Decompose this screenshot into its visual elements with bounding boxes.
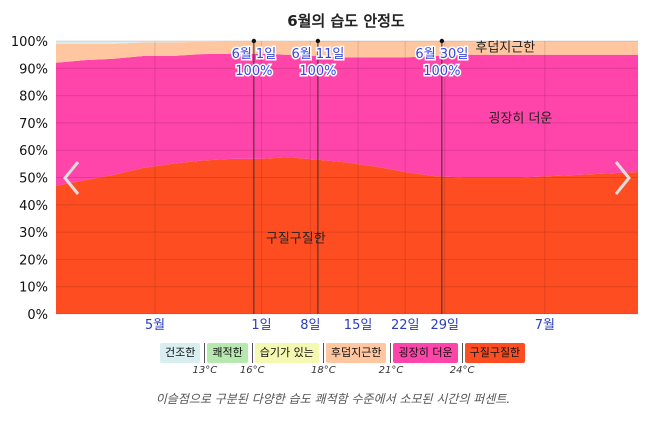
- x-tick-label: 5월: [145, 318, 165, 333]
- legend-temperature: 13°C: [192, 365, 218, 376]
- legend-temperature: 18°C: [311, 365, 336, 376]
- marker-value: 100%: [235, 64, 272, 79]
- x-tick-label: 8일: [300, 318, 320, 333]
- x-tick-label: 15일: [344, 318, 373, 333]
- legend-separator: [251, 343, 253, 363]
- legend-temperature: 21°C: [378, 365, 404, 376]
- marker-date: 6월 30일: [415, 47, 468, 62]
- legend-temperatures: 13°C 16°C 18°C 21°C 24°C: [0, 365, 666, 379]
- marker-dot: [251, 38, 257, 44]
- y-tick-label: 70%: [19, 117, 48, 132]
- legend-item: 후덥지근한: [325, 343, 387, 363]
- marker-value: 100%: [423, 64, 460, 79]
- area-label: 굉장히 더운: [488, 111, 552, 126]
- y-tick-label: 50%: [19, 172, 48, 187]
- area-구질구질한: [56, 157, 638, 314]
- y-tick-label: 10%: [19, 281, 48, 296]
- legend-separator: [204, 343, 206, 363]
- marker-dot: [315, 38, 321, 44]
- area-label: 구질구질한: [266, 232, 326, 247]
- area-후덥지근한: [56, 41, 638, 63]
- marker-date: 6월 1일: [232, 47, 277, 62]
- x-tick-label: 7월: [535, 318, 555, 333]
- legend-item: 습기가 있는: [254, 343, 319, 363]
- legend-separator: [390, 343, 392, 363]
- legend-item: 굉장히 더운: [393, 343, 458, 363]
- x-tick-label: 22일: [391, 318, 420, 333]
- x-tick-label: 29일: [431, 318, 460, 333]
- area-건조한: [56, 41, 638, 44]
- legend-temperature: 24°C: [449, 365, 475, 376]
- legend: 건조한 쾌적한 습기가 있는 후덥지근한 굉장히 더운 구질구질한: [160, 343, 527, 363]
- next-month-arrow-icon[interactable]: [612, 160, 632, 196]
- previous-month-arrow-icon[interactable]: [62, 160, 82, 196]
- marker-value: 100%: [299, 64, 336, 79]
- area-label: 후덥지근한: [475, 40, 535, 55]
- marker-dot: [439, 38, 445, 44]
- legend-item: 쾌적한: [207, 343, 248, 363]
- y-tick-label: 80%: [19, 90, 48, 105]
- legend-temperature: 16°C: [239, 365, 265, 376]
- y-tick-label: 60%: [19, 144, 48, 159]
- chart-title: 6월의 습도 안정도: [287, 12, 405, 30]
- chart-caption: 이슬점으로 구분된 다양한 습도 쾌적함 수준에서 소모된 시간의 퍼센트.: [155, 392, 511, 406]
- marker-date: 6월 11일: [291, 47, 344, 62]
- y-tick-label: 30%: [19, 226, 48, 241]
- legend-item: 구질구질한: [464, 343, 526, 363]
- humidity-chart: 6월의 습도 안정도 6월 1일 100% 6월 11일 100% 6월 30일 100%…: [11, 12, 638, 333]
- y-tick-label: 0%: [27, 308, 48, 323]
- y-tick-label: 100%: [11, 35, 48, 50]
- x-tick-label: 1일: [251, 318, 271, 333]
- y-tick-label: 90%: [19, 62, 48, 77]
- y-tick-label: 20%: [19, 253, 48, 268]
- legend-separator: [322, 343, 324, 363]
- y-tick-label: 40%: [19, 199, 48, 214]
- legend-item: 건조한: [160, 343, 201, 363]
- legend-separator: [461, 343, 463, 363]
- area-굉장히 더운: [56, 53, 638, 186]
